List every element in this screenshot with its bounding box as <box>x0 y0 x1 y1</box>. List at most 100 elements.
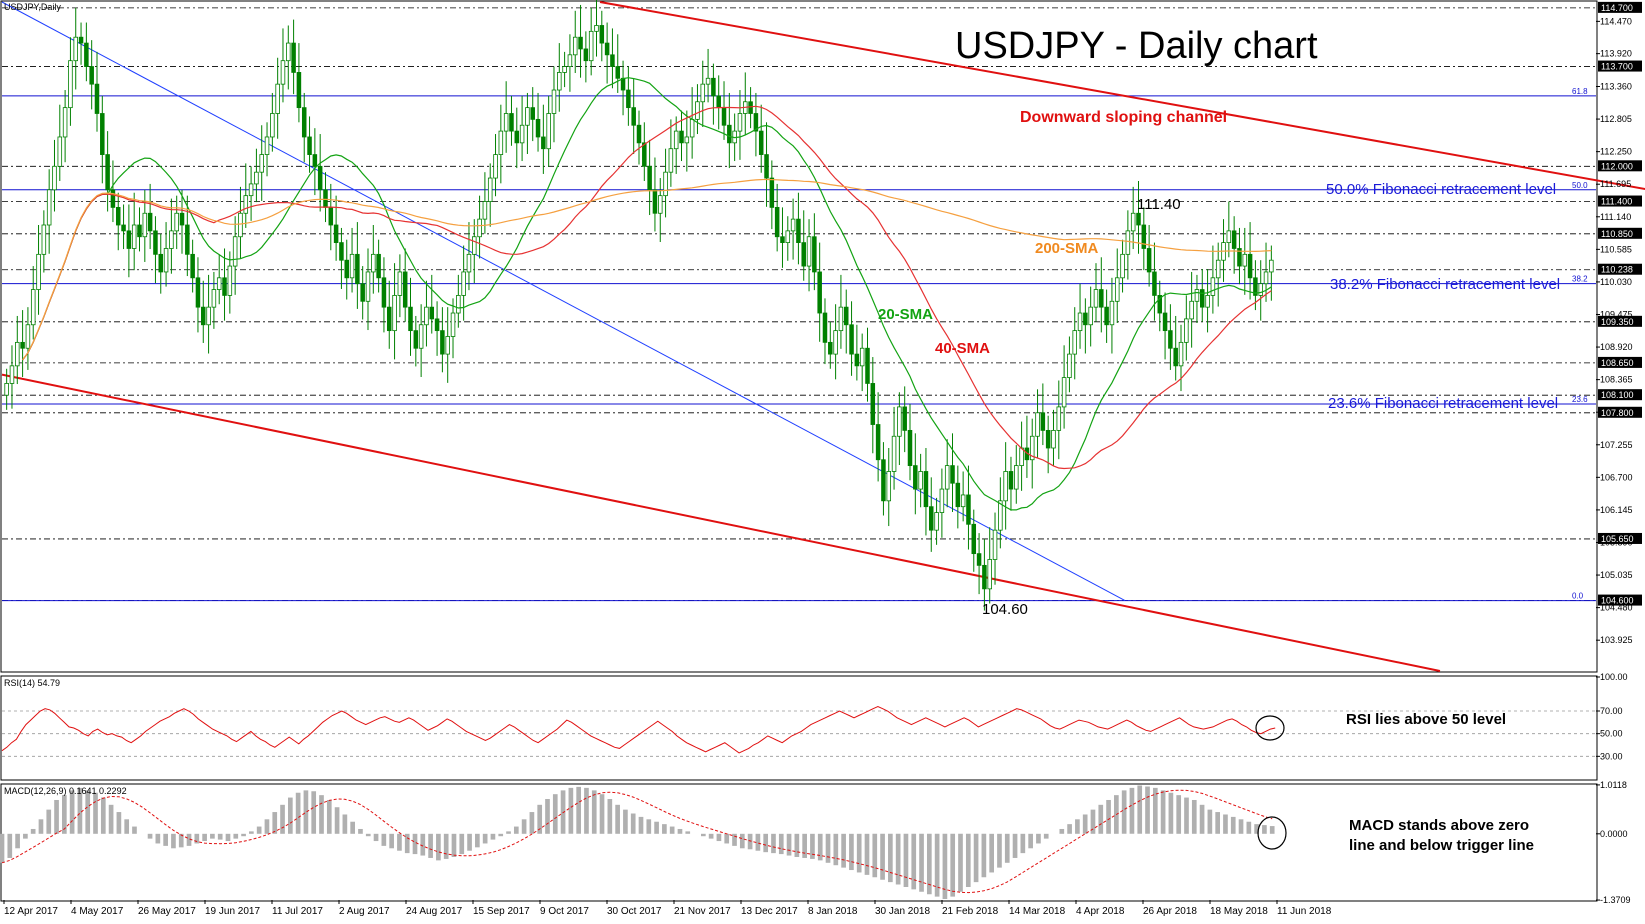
y-tick-label: 108.920 <box>1600 342 1633 352</box>
candle-body <box>960 494 966 508</box>
candle-body <box>46 189 52 226</box>
x-tick-label: 8 Jan 2018 <box>808 906 858 917</box>
candle-body <box>317 165 323 191</box>
y-tick-label: 107.255 <box>1600 440 1633 450</box>
candle-body <box>578 36 583 50</box>
level-label-box <box>1598 594 1642 606</box>
candle-body <box>1258 283 1263 296</box>
x-tick-label: 11 Jul 2017 <box>272 906 323 917</box>
candle-body <box>296 72 302 109</box>
candle-body <box>1162 312 1168 332</box>
level-label-box <box>1598 532 1642 544</box>
candle-body <box>849 324 854 355</box>
channel-upper-line <box>599 1 1645 191</box>
candle-body <box>216 277 222 290</box>
candle-body <box>748 101 753 114</box>
candle-body <box>20 341 25 349</box>
candle-body <box>913 465 918 490</box>
fib50-text: 50.0% Fibonacci retracement level <box>1326 181 1556 198</box>
candle-body <box>227 265 233 296</box>
candle-body <box>15 341 20 367</box>
candle-body <box>429 306 435 320</box>
blue-trendline <box>1 1 1126 602</box>
macd-annotation-line2: line and below trigger line <box>1349 837 1534 854</box>
fib-tag: 61.8 <box>1572 87 1588 96</box>
candle-body <box>323 189 328 208</box>
candle-body <box>828 341 833 355</box>
candle-body <box>434 318 440 332</box>
candle-body <box>456 295 461 314</box>
fib236-text: 23.6% Fibonacci retracement level <box>1328 395 1558 412</box>
level-label: 108.650 <box>1601 358 1634 368</box>
candle-body <box>169 230 174 249</box>
candle-body <box>551 89 557 114</box>
candle-body <box>780 236 785 244</box>
candle-body <box>1237 248 1242 267</box>
candle-body <box>679 130 684 144</box>
level-label-box <box>1598 60 1642 72</box>
candle-body <box>907 429 913 467</box>
candle-body <box>897 406 902 437</box>
candle-body <box>477 218 482 238</box>
candle-body <box>817 271 822 314</box>
candle-body <box>275 83 280 114</box>
level-label-box <box>1598 356 1642 368</box>
rsi-tick-label: 100.00 <box>1600 672 1628 682</box>
candle-body <box>875 424 881 461</box>
symbol-label: USDJPY,Daily <box>4 2 61 12</box>
candle-body <box>647 165 652 191</box>
candle-body <box>487 177 493 202</box>
candle-body <box>934 512 939 531</box>
high-label: 111.40 <box>1137 196 1181 213</box>
candle-body <box>1093 289 1099 308</box>
level-label: 107.800 <box>1601 408 1634 418</box>
candle-body <box>1104 306 1109 326</box>
candle-body <box>147 212 153 232</box>
x-tick-label: 30 Oct 2017 <box>607 906 662 917</box>
candle-body <box>796 218 801 244</box>
candle-body <box>1035 412 1040 437</box>
x-tick-label: 21 Feb 2018 <box>942 906 999 917</box>
x-tick-label: 15 Sep 2017 <box>473 906 530 917</box>
x-tick-label: 21 Nov 2017 <box>674 906 731 917</box>
candle-body <box>355 253 360 285</box>
candle-body <box>557 72 562 91</box>
y-tick-label: 106.145 <box>1600 505 1633 515</box>
candle-body <box>1136 212 1141 226</box>
fib-tag: 0.0 <box>1572 592 1584 601</box>
candle-body <box>280 60 286 85</box>
y-tick-label: 106.700 <box>1600 472 1633 482</box>
candle-body <box>541 136 546 150</box>
candle-body <box>142 212 148 238</box>
candle-body <box>668 148 674 173</box>
candle-body <box>1253 277 1258 296</box>
candle-body <box>620 77 626 91</box>
candle-body <box>1231 230 1237 249</box>
candle-body <box>599 25 605 44</box>
candle-body <box>185 224 190 255</box>
candle-body <box>1040 412 1046 431</box>
candle-body <box>84 42 89 67</box>
chart-title: USDJPY - Daily chart <box>955 25 1318 67</box>
candle-body <box>1008 471 1014 490</box>
candle-body <box>339 242 344 261</box>
candle-body <box>716 95 721 109</box>
candle-body <box>642 142 647 167</box>
candle-body <box>1099 289 1104 308</box>
candle-body <box>1056 406 1062 431</box>
candle-body <box>307 136 312 155</box>
candle-body <box>195 277 201 308</box>
candle-body <box>684 136 690 144</box>
axis-layer: 114.470 113.920 113.360 112.805 112.250 111.6… <box>3 1 1642 917</box>
candle-body <box>291 42 296 73</box>
candle-body <box>1157 295 1163 314</box>
candle-body <box>121 224 126 232</box>
candle-body <box>785 230 791 244</box>
candle-body <box>1263 271 1269 285</box>
low-label: 104.60 <box>982 601 1028 618</box>
rsi-panel-label: RSI(14) 54.79 <box>4 678 60 688</box>
candle-body <box>264 136 270 155</box>
level-label-box <box>1598 315 1642 327</box>
sma200-line <box>22 178 1272 361</box>
candle-body <box>312 154 318 167</box>
